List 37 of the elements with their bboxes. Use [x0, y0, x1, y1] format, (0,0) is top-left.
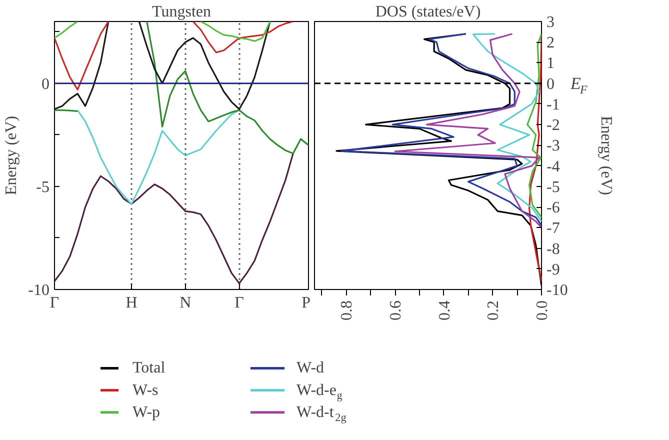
legend-label: W-d [296, 360, 324, 377]
y-tick-label: -3 [546, 138, 560, 155]
y-tick-label: -4 [546, 158, 560, 176]
x-tick-label: 0.0 [534, 300, 551, 320]
y-tick-label: 1 [546, 55, 554, 72]
line-series [76, 109, 240, 205]
y-tick-label: -8 [546, 240, 560, 258]
x-tick-label: 0.8 [338, 300, 356, 320]
y-axis-title: Energy (eV) [3, 116, 20, 196]
y-tick-label: 0 [546, 76, 554, 93]
x-tick-label: H [126, 294, 138, 312]
y-tick-label: -2 [546, 117, 560, 134]
y-tick-label: -7 [546, 220, 560, 238]
y-tick-label: -1 [546, 96, 560, 114]
x-tick-label: 0.2 [485, 300, 502, 320]
x-tick-label: N [180, 294, 192, 312]
legend-label: W-s [132, 382, 158, 399]
x-tick-label: 0.6 [388, 300, 405, 320]
x-tick-label: P [302, 294, 311, 312]
y-tick-label: 0 [42, 76, 50, 93]
x-tick-label: Γ [234, 294, 244, 312]
y-tick-label: -10 [28, 282, 50, 299]
y-tick-label: -9 [546, 261, 560, 278]
y-tick-label: -5 [546, 178, 560, 196]
legend-label: W-p [132, 404, 160, 421]
chart-title: DOS (states/eV) [375, 4, 481, 20]
y-tick-label: -6 [546, 200, 560, 217]
y-tick-label: 3 [546, 14, 554, 31]
x-tick-label: Γ [50, 294, 60, 312]
y-tick-label: -5 [36, 178, 50, 196]
y-axis-title: Energy (eV) [598, 116, 614, 196]
y-tick-label: -10 [546, 282, 568, 299]
chart-title: Tungsten [152, 4, 211, 20]
x-tick-label: 0.4 [436, 300, 454, 320]
legend-label: Total [132, 360, 166, 377]
line-series [54, 152, 294, 284]
y-tick-label: 2 [546, 34, 554, 52]
